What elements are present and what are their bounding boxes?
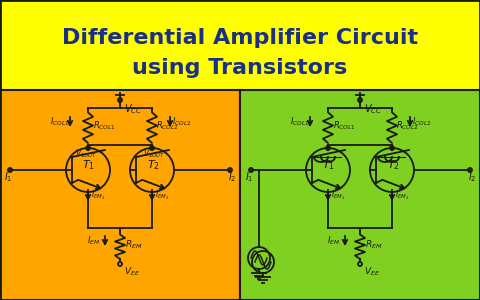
Text: $V_{CC}$: $V_{CC}$ <box>364 102 382 116</box>
Text: $R_{COL2}$: $R_{COL2}$ <box>156 119 179 132</box>
Text: $R_{COL1}$: $R_{COL1}$ <box>93 119 116 132</box>
Text: $T_1$: $T_1$ <box>323 158 336 172</box>
Text: $R_{EM}$: $R_{EM}$ <box>125 239 143 251</box>
Text: $R_{COL1}$: $R_{COL1}$ <box>333 119 356 132</box>
Text: $V_{EE}$: $V_{EE}$ <box>124 266 140 278</box>
Text: using Transistors: using Transistors <box>132 58 348 78</box>
Text: $I_{EM_1}$: $I_{EM_1}$ <box>91 188 105 202</box>
Bar <box>0 90 240 300</box>
Text: $V_{EE}$: $V_{EE}$ <box>364 266 380 278</box>
Text: $I_2$: $I_2$ <box>468 170 476 184</box>
Bar <box>240 90 480 300</box>
Text: $R_{EM}$: $R_{EM}$ <box>365 239 383 251</box>
Text: $V_{1OUT}$: $V_{1OUT}$ <box>75 147 97 160</box>
Text: $V_{2OUT}$: $V_{2OUT}$ <box>143 147 165 160</box>
Text: $I_2$: $I_2$ <box>228 170 236 184</box>
Text: Differential Amplifier Circuit: Differential Amplifier Circuit <box>62 28 418 48</box>
Text: $T_1$: $T_1$ <box>83 158 96 172</box>
Text: $I_{COL2}$: $I_{COL2}$ <box>412 116 432 128</box>
Text: $I_{COL2}$: $I_{COL2}$ <box>172 116 192 128</box>
Text: $I_{EM}$: $I_{EM}$ <box>87 235 100 247</box>
Text: $I_{COL1}$: $I_{COL1}$ <box>50 116 70 128</box>
Text: $I_1$: $I_1$ <box>245 170 253 184</box>
Text: $I_{COL1}$: $I_{COL1}$ <box>290 116 310 128</box>
Text: $T_2$: $T_2$ <box>386 158 399 172</box>
Text: $R_{COL2}$: $R_{COL2}$ <box>396 119 419 132</box>
Text: $V_{CC}$: $V_{CC}$ <box>124 102 142 116</box>
Text: $I_1$: $I_1$ <box>4 170 12 184</box>
Text: $T_2$: $T_2$ <box>146 158 159 172</box>
Text: $I_{EM}$: $I_{EM}$ <box>327 235 340 247</box>
Text: $I_{EM_1}$: $I_{EM_1}$ <box>331 188 345 202</box>
Bar <box>0 0 480 90</box>
Text: $I_{EM_2}$: $I_{EM_2}$ <box>395 188 409 202</box>
Text: $I_{EM_2}$: $I_{EM_2}$ <box>155 188 169 202</box>
